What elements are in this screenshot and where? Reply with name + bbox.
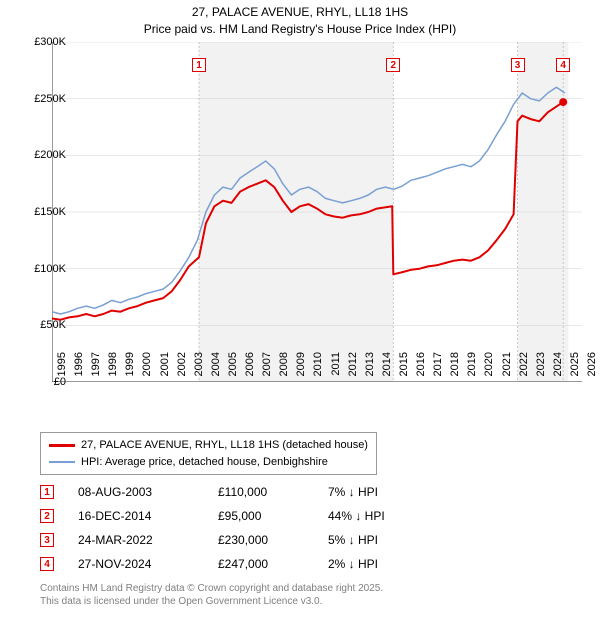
title-block: 27, PALACE AVENUE, RHYL, LL18 1HS Price … — [0, 0, 600, 38]
legend-row: 27, PALACE AVENUE, RHYL, LL18 1HS (detac… — [49, 437, 368, 454]
chart-marker: 2 — [386, 58, 400, 72]
x-tick-label: 2009 — [295, 352, 307, 388]
event-row: 4 27-NOV-2024£247,0002% ↓ HPI — [40, 552, 438, 576]
x-tick-label: 2000 — [141, 352, 153, 388]
x-tick-label: 2020 — [483, 352, 495, 388]
x-tick-label: 2025 — [569, 352, 581, 388]
event-marker: 1 — [40, 485, 54, 499]
footer-line-2: This data is licensed under the Open Gov… — [40, 595, 383, 608]
event-price: £110,000 — [218, 485, 328, 499]
chart-area — [52, 42, 582, 382]
title-line-2: Price paid vs. HM Land Registry's House … — [0, 21, 600, 38]
y-tick-label: £100K — [20, 263, 66, 275]
x-tick-label: 2003 — [193, 352, 205, 388]
x-tick-label: 2017 — [432, 352, 444, 388]
event-marker: 4 — [40, 557, 54, 571]
event-date: 27-NOV-2024 — [78, 557, 218, 571]
event-row: 3 24-MAR-2022£230,0005% ↓ HPI — [40, 528, 438, 552]
event-marker: 2 — [40, 509, 54, 523]
y-tick-label: £200K — [20, 149, 66, 161]
event-delta: 44% ↓ HPI — [328, 509, 438, 523]
x-tick-label: 2008 — [278, 352, 290, 388]
x-tick-label: 2011 — [330, 352, 342, 388]
legend-label: 27, PALACE AVENUE, RHYL, LL18 1HS (detac… — [81, 437, 368, 454]
x-tick-label: 2023 — [535, 352, 547, 388]
event-delta: 7% ↓ HPI — [328, 485, 438, 499]
x-tick-label: 2001 — [159, 352, 171, 388]
legend-label: HPI: Average price, detached house, Denb… — [81, 454, 328, 471]
x-tick-label: 2007 — [261, 352, 273, 388]
x-tick-label: 1995 — [56, 352, 68, 388]
event-delta: 2% ↓ HPI — [328, 557, 438, 571]
event-price: £95,000 — [218, 509, 328, 523]
x-tick-label: 2012 — [347, 352, 359, 388]
chart-marker: 3 — [511, 58, 525, 72]
x-tick-label: 1997 — [90, 352, 102, 388]
y-tick-label: £150K — [20, 206, 66, 218]
legend-swatch — [49, 461, 75, 464]
x-tick-label: 2005 — [227, 352, 239, 388]
x-tick-label: 2013 — [364, 352, 376, 388]
x-tick-label: 2010 — [312, 352, 324, 388]
x-tick-label: 2015 — [398, 352, 410, 388]
x-tick-label: 1999 — [124, 352, 136, 388]
chart-marker: 4 — [556, 58, 570, 72]
event-date: 16-DEC-2014 — [78, 509, 218, 523]
event-row: 1 08-AUG-2003£110,0007% ↓ HPI — [40, 480, 438, 504]
event-price: £230,000 — [218, 533, 328, 547]
x-tick-label: 2018 — [449, 352, 461, 388]
chart-marker: 1 — [192, 58, 206, 72]
x-tick-label: 2026 — [586, 352, 598, 388]
event-date: 24-MAR-2022 — [78, 533, 218, 547]
events-table: 1 08-AUG-2003£110,0007% ↓ HPI 2 16-DEC-2014… — [40, 480, 438, 576]
x-tick-label: 2019 — [466, 352, 478, 388]
legend-box: 27, PALACE AVENUE, RHYL, LL18 1HS (detac… — [40, 432, 377, 475]
legend-row: HPI: Average price, detached house, Denb… — [49, 454, 368, 471]
title-line-1: 27, PALACE AVENUE, RHYL, LL18 1HS — [0, 4, 600, 21]
event-date: 08-AUG-2003 — [78, 485, 218, 499]
x-tick-label: 2002 — [176, 352, 188, 388]
x-tick-label: 2006 — [244, 352, 256, 388]
x-tick-label: 2021 — [501, 352, 513, 388]
chart-svg — [52, 42, 582, 382]
event-price: £247,000 — [218, 557, 328, 571]
footer-note: Contains HM Land Registry data © Crown c… — [40, 582, 383, 608]
x-tick-label: 1996 — [73, 352, 85, 388]
x-tick-label: 1998 — [107, 352, 119, 388]
chart-container: 27, PALACE AVENUE, RHYL, LL18 1HS Price … — [0, 0, 600, 620]
event-marker: 3 — [40, 533, 54, 547]
legend-swatch — [49, 444, 75, 447]
x-tick-label: 2004 — [210, 352, 222, 388]
x-tick-label: 2016 — [415, 352, 427, 388]
x-tick-label: 2024 — [552, 352, 564, 388]
x-tick-label: 2022 — [518, 352, 530, 388]
event-delta: 5% ↓ HPI — [328, 533, 438, 547]
x-tick-label: 2014 — [381, 352, 393, 388]
event-row: 2 16-DEC-2014£95,00044% ↓ HPI — [40, 504, 438, 528]
y-tick-label: £250K — [20, 93, 66, 105]
footer-line-1: Contains HM Land Registry data © Crown c… — [40, 582, 383, 595]
y-tick-label: £300K — [20, 36, 66, 48]
y-tick-label: £50K — [20, 319, 66, 331]
